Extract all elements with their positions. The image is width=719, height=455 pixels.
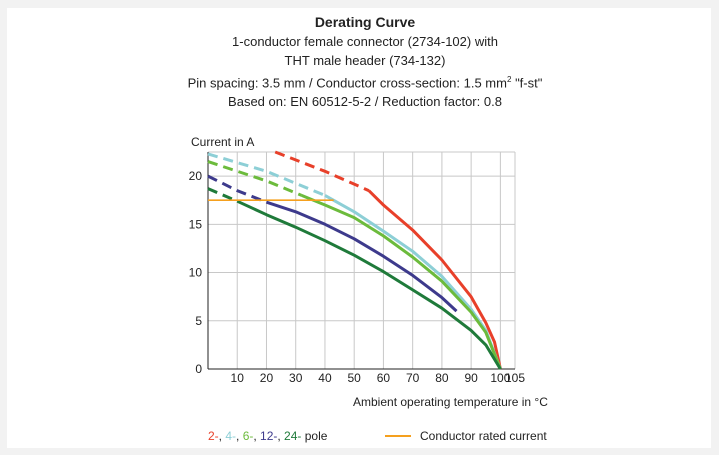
rated-current-legend: Conductor rated current xyxy=(385,429,547,443)
rated-current-swatch xyxy=(385,435,411,437)
legend-pole-text: , xyxy=(236,429,243,443)
series-6-pole-line xyxy=(301,194,502,370)
series-6-pole-dashed xyxy=(207,160,303,197)
subtitle-suffix: "f-st" xyxy=(515,75,543,91)
x-tick-label: 10 xyxy=(231,371,245,385)
subtitle-line-3: Pin spacing: 3.5 mm / Conductor cross-se… xyxy=(0,70,719,92)
grid xyxy=(208,151,516,369)
y-tick-label: 5 xyxy=(195,314,202,328)
series-12-pole-line xyxy=(266,200,458,313)
x-tick-label: 80 xyxy=(435,371,449,385)
y-tick-label: 10 xyxy=(189,266,203,280)
x-tick-label: 20 xyxy=(260,371,274,385)
y-tick-label: 20 xyxy=(189,169,203,183)
chart-card xyxy=(7,8,711,448)
x-tick-label: 70 xyxy=(406,371,420,385)
subtitle-line-4: Based on: EN 60512-5-2 / Reduction facto… xyxy=(228,94,502,110)
series-lines xyxy=(207,150,502,370)
legend-pole-text: 24- xyxy=(284,429,302,443)
x-tick-label: 60 xyxy=(377,371,391,385)
chart-title: Derating Curve xyxy=(314,14,416,30)
x-tick-label: 30 xyxy=(289,371,303,385)
series-2-pole-dashed xyxy=(274,150,370,192)
subtitle-line-1: 1-conductor female connector (2734-102) … xyxy=(232,34,498,49)
x-tick-label: 105 xyxy=(505,371,525,385)
legend-pole-text: 12- xyxy=(260,429,278,443)
x-axis-label: Ambient operating temperature in °C xyxy=(353,395,548,409)
origin-label: 0 xyxy=(195,362,202,376)
legend-pole-text: , xyxy=(218,429,226,443)
series-4-pole-dashed xyxy=(207,152,326,197)
series-2-pole-line xyxy=(367,189,502,370)
subtitle-line-2: THT male header (734-132) xyxy=(284,53,446,68)
x-tick-label: 100 xyxy=(490,371,510,385)
series-12-pole-dashed xyxy=(207,174,268,204)
series-24-pole-dashed xyxy=(207,187,238,203)
axes xyxy=(207,152,515,370)
legend-pole-text: 2- xyxy=(208,429,219,443)
pole-legend: 2-, 4-, 6-, 12-, 24- pole xyxy=(208,429,327,443)
legend-pole-text: , xyxy=(277,429,285,443)
rated-current-label: Conductor rated current xyxy=(420,429,547,443)
legend-pole-text: , xyxy=(253,429,261,443)
legend-pole-text: 6- xyxy=(242,429,254,443)
y-tick-label: 15 xyxy=(189,217,203,231)
legend-pole-text: 4- xyxy=(225,429,237,443)
x-tick-label: 50 xyxy=(348,371,362,385)
x-tick-label: 40 xyxy=(318,371,332,385)
series-24-pole-line xyxy=(236,199,502,370)
subtitle-line-3-text: Pin spacing: 3.5 mm / Conductor cross-se… xyxy=(187,75,507,91)
y-axis-label: Current in A xyxy=(191,135,254,149)
chart-titles: Derating Curve 1-conductor female connec… xyxy=(0,13,719,111)
subtitle-superscript: 2 xyxy=(506,75,512,84)
legend-pole-text: pole xyxy=(301,429,328,443)
x-tick-label: 90 xyxy=(464,371,478,385)
